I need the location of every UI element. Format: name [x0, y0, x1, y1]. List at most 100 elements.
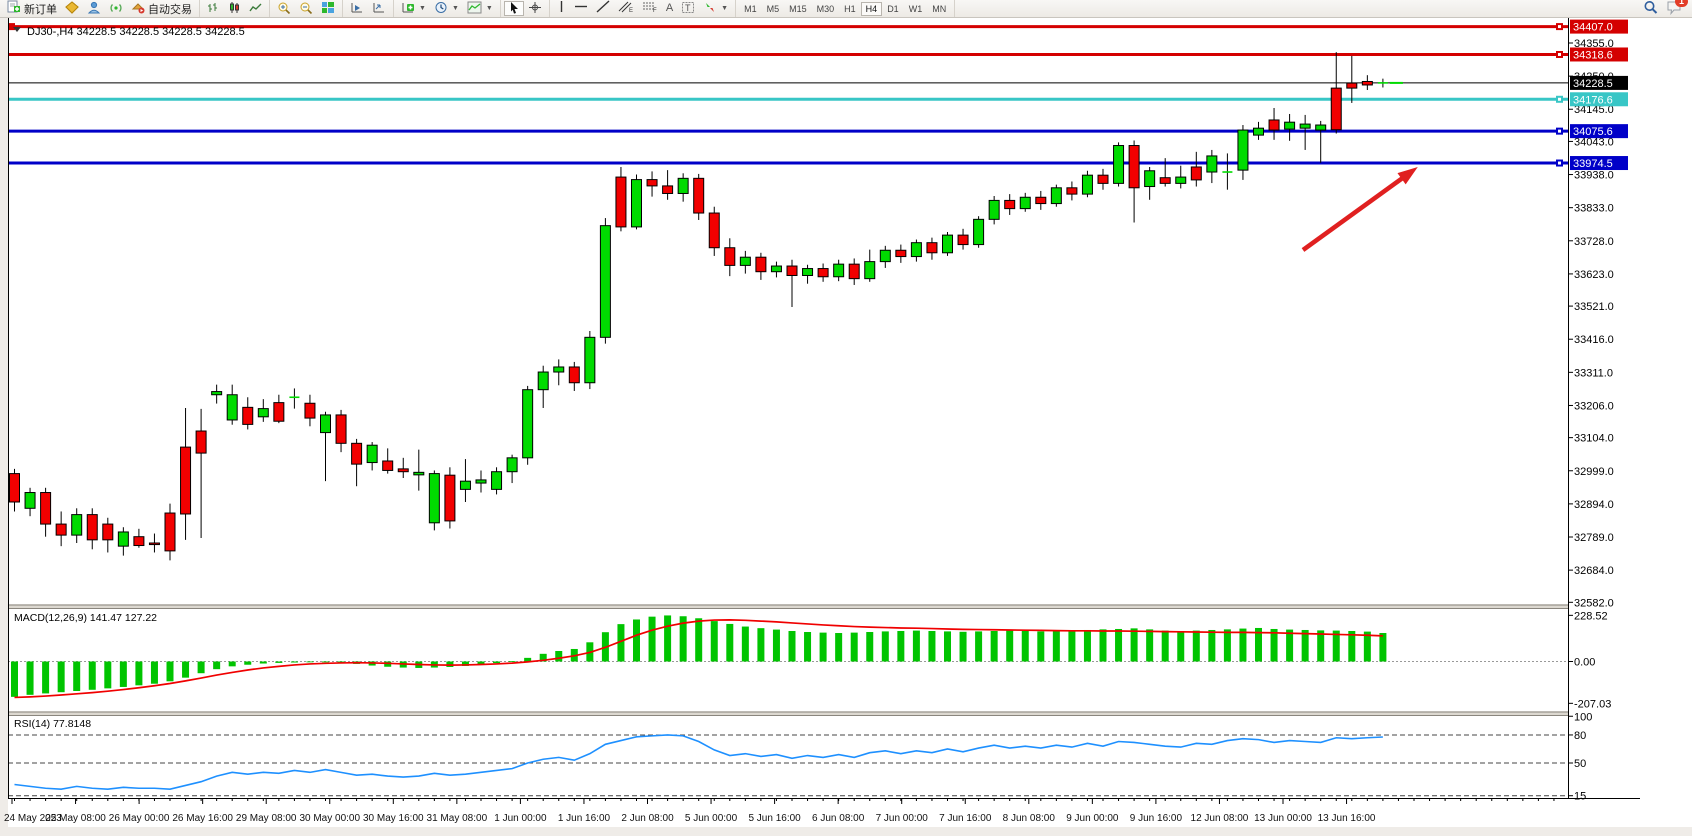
candle	[351, 438, 363, 487]
price-tick-label: 33104.0	[1574, 433, 1614, 445]
candle	[304, 394, 316, 427]
chart-shift-button[interactable]	[368, 1, 390, 16]
text-label-tool-button[interactable]: T	[677, 1, 699, 16]
candle	[646, 171, 658, 197]
panel-splitter-macd[interactable]	[8, 604, 1568, 610]
line-chart-button[interactable]	[245, 1, 266, 16]
candle	[693, 173, 705, 220]
tile-windows-button[interactable]	[317, 1, 339, 16]
bar-chart-icon	[207, 1, 220, 17]
hline-34075.6[interactable]	[8, 127, 1568, 135]
hline-left-handle[interactable]	[8, 23, 15, 31]
hline-34407.0[interactable]	[8, 23, 1568, 31]
timeframe-w1-button[interactable]: W1	[904, 2, 928, 16]
timeframe-h1-button[interactable]: H1	[839, 2, 861, 16]
horizontal-line-tool-button[interactable]	[570, 1, 592, 16]
timeframe-m15-button[interactable]: M15	[784, 2, 812, 16]
time-tick-label: 24 May 2023	[4, 813, 62, 824]
panel-splitter-rsi[interactable]	[8, 711, 1568, 717]
timeframe-d1-button[interactable]: D1	[882, 2, 904, 16]
bar-chart-button[interactable]	[203, 1, 224, 16]
macd-histogram-bar	[975, 631, 983, 662]
main-chart-panel[interactable]	[8, 17, 1568, 604]
indicators-button[interactable]: ▼	[397, 1, 430, 16]
tile-windows-icon	[321, 1, 335, 17]
trendline-tool-button[interactable]	[592, 0, 614, 16]
timeframe-m30-button[interactable]: M30	[812, 2, 840, 16]
chat-bubble-icon	[1666, 1, 1682, 18]
periods-button[interactable]: ▼	[430, 1, 463, 16]
price-tick-label: 33206.0	[1574, 400, 1614, 412]
candle	[879, 245, 891, 268]
crosshair-tool-button[interactable]	[524, 1, 546, 16]
indicators-dropdown-caret: ▼	[419, 5, 426, 12]
candle	[1253, 121, 1264, 140]
time-tick-label: 26 May 00:00	[109, 813, 170, 824]
macd-histogram-bar	[306, 661, 314, 663]
rsi-panel[interactable]	[8, 715, 1568, 798]
cursor-tool-button[interactable]	[503, 1, 524, 16]
macd-histogram-bar	[135, 661, 143, 686]
candle	[289, 388, 300, 409]
chat-button[interactable]: 1	[1666, 0, 1688, 18]
zoom-in-button[interactable]	[273, 1, 295, 16]
time-tick-label: 12 Jun 08:00	[1191, 813, 1249, 824]
arrows-tool-button[interactable]: ▼	[699, 1, 732, 16]
equidistant-channel-tool-button[interactable]: E	[614, 1, 638, 16]
autotrading-button[interactable]: 自动交易	[127, 1, 196, 16]
new-order-button[interactable]: 新订单	[3, 0, 61, 16]
zoom-out-button[interactable]	[295, 1, 317, 16]
chart-shift-icon	[372, 1, 386, 17]
search-button[interactable]	[1639, 1, 1662, 16]
timeframe-mn-button[interactable]: MN	[927, 2, 951, 16]
macd-histogram-bar	[461, 661, 469, 666]
candle	[910, 239, 922, 262]
macd-histogram-bar	[119, 661, 127, 687]
market-watch-button[interactable]	[61, 0, 83, 16]
template-chart-icon	[467, 1, 482, 17]
macd-histogram-bar	[213, 661, 221, 670]
candle	[957, 228, 969, 250]
hline-34176.6[interactable]	[8, 95, 1568, 103]
timeframe-m5-button[interactable]: M5	[762, 2, 785, 16]
macd-histogram-bar	[679, 616, 687, 662]
candle	[1361, 75, 1373, 91]
text-tool-button[interactable]: A	[662, 1, 677, 16]
hline-33974.5[interactable]	[8, 159, 1568, 167]
fibonacci-tool-button[interactable]: F	[638, 1, 662, 16]
trend-arrow[interactable]	[1301, 167, 1418, 252]
hline-34318.6[interactable]	[8, 50, 1568, 58]
candle	[1315, 120, 1327, 163]
signals-button[interactable]	[105, 1, 127, 16]
price-tick-label: 32582.0	[1574, 597, 1614, 609]
macd-histogram-bar	[1208, 629, 1216, 662]
vertical-line-tool-button[interactable]	[553, 0, 570, 16]
symbol-dropdown-icon[interactable]	[13, 27, 21, 32]
community-button[interactable]	[83, 1, 105, 16]
time-axis[interactable]	[8, 798, 1692, 827]
candle	[195, 408, 207, 538]
candlestick-chart-button[interactable]	[224, 1, 245, 16]
candle	[631, 174, 642, 230]
time-tick-label: 5 Jun 00:00	[685, 813, 738, 824]
candle	[942, 231, 953, 256]
templates-button[interactable]: ▼	[463, 1, 497, 16]
macd-histogram-bar	[928, 630, 936, 662]
macd-histogram-bar	[804, 632, 812, 662]
price-axis-ticks: 34355.034250.034145.034043.033938.033833…	[1568, 38, 1614, 609]
candle	[413, 449, 425, 491]
auto-scroll-button[interactable]	[346, 1, 368, 16]
time-tick-label: 2 Jun 08:00	[621, 813, 674, 824]
macd-histogram-bar	[1286, 629, 1294, 662]
macd-histogram-bar	[539, 653, 547, 662]
price-label: 34318.6	[1570, 47, 1628, 62]
price-label: 33974.5	[1570, 156, 1628, 171]
macd-histogram-bar	[710, 621, 718, 662]
timeframe-h4-button[interactable]: H4	[860, 1, 883, 16]
price-tick-label: 33311.0	[1574, 367, 1613, 379]
timeframe-m1-button[interactable]: M1	[739, 2, 762, 16]
price-axis[interactable]	[1568, 17, 1692, 827]
candle	[242, 397, 254, 430]
candle	[133, 528, 145, 548]
